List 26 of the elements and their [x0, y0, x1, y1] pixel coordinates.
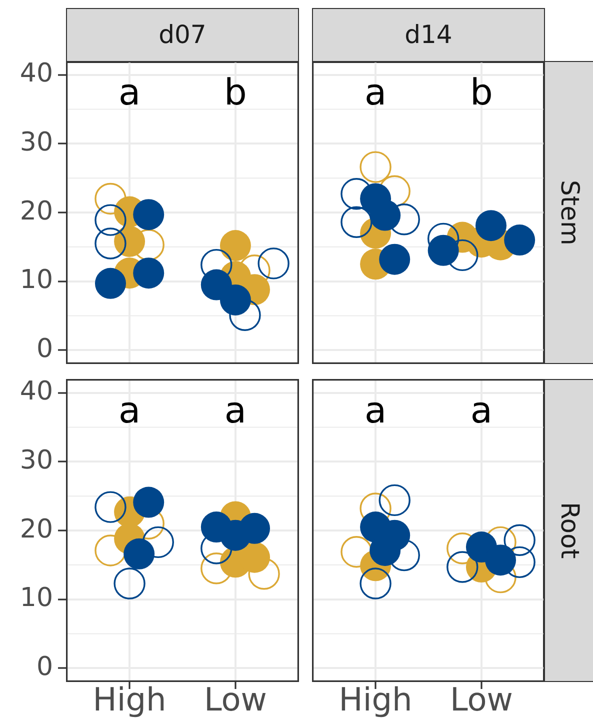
annotation: a [118, 72, 141, 114]
annotation: a [364, 390, 387, 432]
annotation: b [470, 72, 493, 114]
y2-axis-title: Stem [556, 180, 584, 246]
x-tick-label: High [338, 680, 412, 719]
annotation: a [364, 72, 387, 114]
y-tick-label: 10 [20, 265, 53, 296]
y-tick-label: 30 [20, 445, 53, 476]
y-tick-label: 0 [36, 334, 53, 364]
y2-axis-title: Root [556, 502, 584, 559]
y-tick-label: 20 [20, 196, 53, 226]
x-tick-label: Low [204, 680, 267, 719]
x-tick-label: High [92, 680, 166, 719]
annotation: a [470, 390, 492, 432]
y-tick-label: 40 [20, 58, 53, 89]
annotation: a [118, 390, 141, 432]
y-tick-label: 0 [36, 652, 53, 682]
chart-title: d14 [404, 20, 452, 49]
y-tick-label: 30 [20, 127, 53, 158]
y-tick-label: 20 [20, 514, 53, 544]
annotation: a [224, 390, 246, 432]
y-tick-label: 40 [20, 376, 53, 407]
chart-title: d07 [158, 20, 206, 49]
annotation: b [224, 72, 247, 114]
x-tick-label: Low [450, 680, 513, 719]
y-tick-label: 10 [20, 583, 53, 614]
